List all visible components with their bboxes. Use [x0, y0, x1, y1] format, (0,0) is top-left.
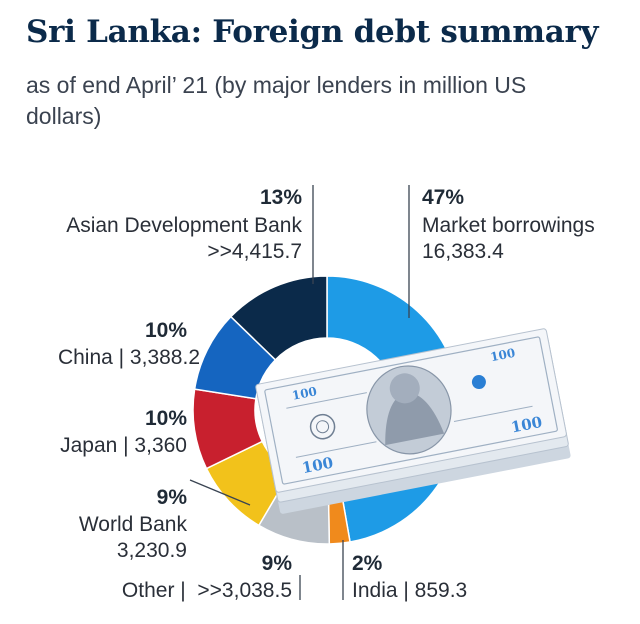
- seal-icon: [309, 413, 336, 440]
- label-china-name-value: China | 3,388.2: [58, 346, 200, 369]
- label-adb-percent: 13%: [260, 186, 302, 209]
- portrait-head: [389, 373, 420, 404]
- donut-slice-asian-development-bank: [229, 275, 328, 361]
- label-india-percent: 2%: [352, 552, 383, 575]
- label-china-percent: 10%: [145, 319, 187, 342]
- denomination-bottom-right: 100: [510, 413, 544, 437]
- chart-subtitle: as of end April’ 21 (by major lenders in…: [26, 72, 527, 129]
- leader-lines: [189, 185, 410, 600]
- label-japan-percent: 10%: [145, 407, 187, 430]
- label-market-percent: 47%: [422, 186, 464, 209]
- label-adb-name: Asian Development Bank: [66, 214, 302, 237]
- label-worldbank-percent: 9%: [157, 486, 188, 509]
- label-adb-value: >>4,415.7: [207, 240, 302, 263]
- leader-line-worldbank: [189, 479, 251, 506]
- denomination-bottom-left: 100: [300, 454, 334, 478]
- denomination-top-left: 100: [291, 384, 318, 403]
- banknote-illustration: 100 100 100 100: [255, 328, 571, 514]
- label-market-name: Market borrowings: [422, 214, 595, 237]
- denomination-top-right: 100: [489, 346, 516, 365]
- label-other-name-value: Other | >>3,038.5: [122, 579, 292, 602]
- label-other-percent: 9%: [262, 552, 293, 575]
- label-market-value: 16,383.4: [422, 240, 504, 263]
- label-india-name-value: India | 859.3: [352, 579, 467, 602]
- portrait-icon: [385, 392, 445, 446]
- label-japan-name-value: Japan | 3,360: [60, 434, 187, 457]
- slice-labels: 13% Asian Development Bank >>4,415.7 47%…: [58, 186, 595, 602]
- blue-dot-icon: [471, 375, 486, 390]
- banknote-border: [264, 336, 558, 485]
- label-worldbank-name: World Bank: [79, 513, 188, 536]
- label-worldbank-value: 3,230.9: [117, 539, 187, 562]
- chart-title: Sri Lanka: Foreign debt summary: [26, 14, 599, 50]
